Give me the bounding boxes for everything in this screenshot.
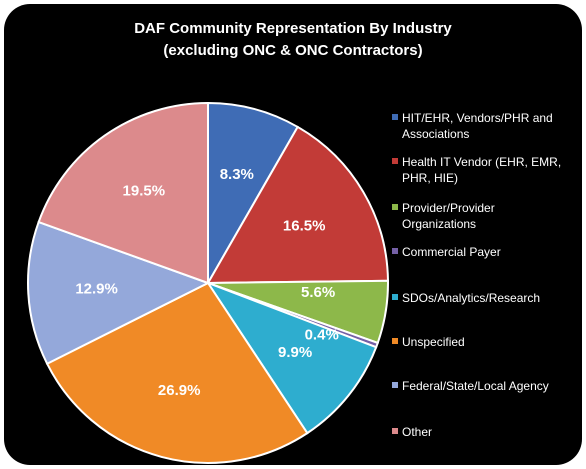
legend-label: Commercial Payer bbox=[402, 245, 501, 259]
legend-item: Provider/Provider Organizations bbox=[392, 200, 572, 232]
legend-item: HIT/EHR, Vendors/PHR and Associations bbox=[392, 110, 572, 142]
slice-data-label: 5.6% bbox=[301, 284, 335, 301]
legend-item: Federal/State/Local Agency bbox=[392, 378, 572, 394]
legend-swatch bbox=[392, 248, 398, 254]
legend-swatch bbox=[392, 204, 398, 210]
slice-data-label: 9.9% bbox=[278, 344, 312, 361]
legend-item: Unspecified bbox=[392, 334, 572, 350]
legend-swatch bbox=[392, 382, 398, 388]
legend-item: Other bbox=[392, 424, 572, 440]
legend-label: Unspecified bbox=[402, 335, 465, 349]
slice-data-label: 26.9% bbox=[158, 382, 201, 399]
slice-data-label: 0.4% bbox=[305, 327, 339, 344]
pie-slice bbox=[206, 125, 390, 285]
pie-slice bbox=[207, 101, 300, 287]
legend-label: Other bbox=[402, 425, 433, 439]
legend-item: SDOs/Analytics/Research bbox=[392, 290, 572, 306]
legend-swatch bbox=[392, 114, 398, 120]
pie-slice bbox=[45, 281, 309, 464]
slice-data-label: 8.3% bbox=[220, 166, 254, 183]
chart-title: DAF Community Representation By Industry bbox=[134, 20, 452, 37]
pie-slice bbox=[27, 220, 211, 366]
chart-subtitle: (excluding ONC & ONC Contractors) bbox=[163, 42, 423, 59]
legend-swatch bbox=[392, 158, 398, 164]
legend-label: SDOs/Analytics/Research bbox=[402, 291, 541, 305]
pie-slice bbox=[205, 280, 378, 435]
legend-label: Federal/State/Local Agency bbox=[402, 379, 549, 393]
legend-label: Provider/Provider Organizations bbox=[402, 201, 495, 231]
legend-label: Health IT Vendor (EHR, EMR, PHR, HIE) bbox=[402, 155, 562, 185]
legend-swatch bbox=[392, 428, 398, 434]
slice-data-label: 19.5% bbox=[123, 183, 166, 200]
slice-data-label: 12.9% bbox=[75, 281, 118, 298]
legend-item: Commercial Payer bbox=[392, 244, 572, 260]
slice-data-label: 16.5% bbox=[283, 217, 326, 234]
legend-swatch bbox=[392, 338, 398, 344]
chart-title-block: DAF Community Representation By Industry… bbox=[4, 18, 582, 62]
pie-slice bbox=[37, 101, 209, 285]
legend-item: Health IT Vendor (EHR, EMR, PHR, HIE) bbox=[392, 154, 572, 186]
legend-swatch bbox=[392, 294, 398, 300]
legend-label: HIT/EHR, Vendors/PHR and Associations bbox=[402, 111, 553, 141]
